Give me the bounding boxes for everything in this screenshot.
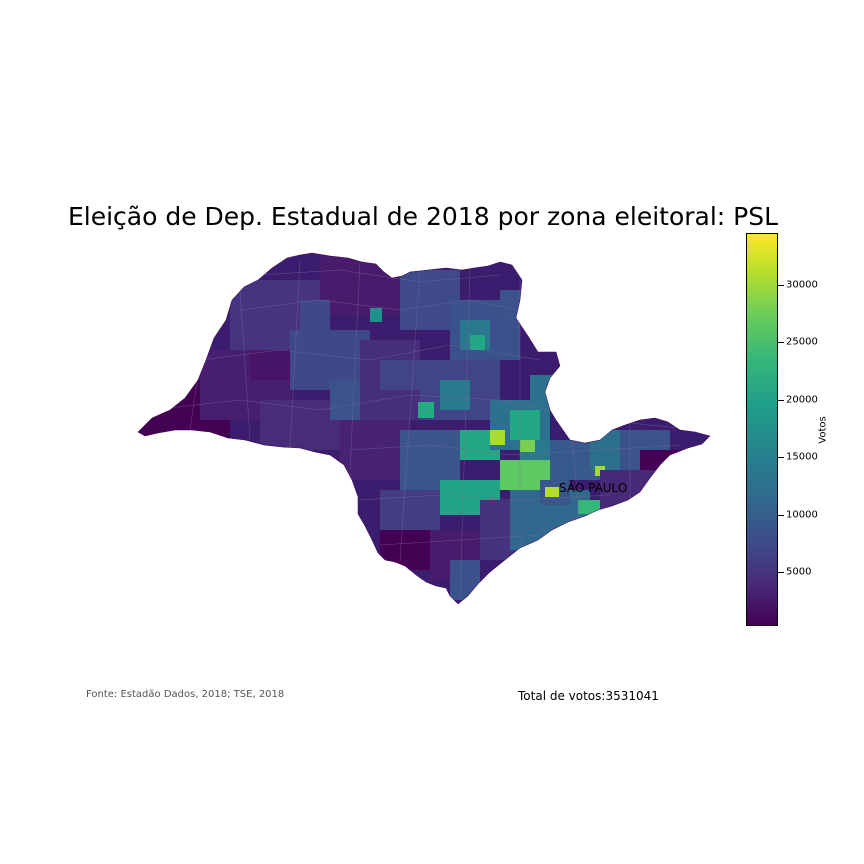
total-votes: Total de votos:3531041: [518, 689, 659, 703]
colorbar: [746, 233, 778, 626]
colorbar-tick-label: 20000: [786, 394, 818, 406]
colorbar-tick-label: 15000: [786, 451, 818, 463]
colorbar-tick: [778, 571, 784, 573]
colorbar-tick: [778, 457, 784, 459]
colorbar-tick-label: 25000: [786, 336, 818, 348]
source-note: Fonte: Estadão Dados, 2018; TSE, 2018: [86, 689, 285, 700]
colorbar-tick: [778, 399, 784, 401]
colorbar-label: Votos: [817, 416, 829, 444]
city-label: SÃO PAULO: [559, 480, 627, 495]
map-title: Eleição de Dep. Estadual de 2018 por zon…: [67, 202, 779, 231]
colorbar-tick-label: 30000: [786, 279, 818, 291]
colorbar-tick-label: 10000: [786, 509, 818, 521]
colorbar-tick-label: 5000: [786, 566, 812, 578]
colorbar-tick: [778, 514, 784, 516]
colorbar-tick: [778, 342, 784, 344]
colorbar-tick: [778, 284, 784, 286]
zone-patches: [138, 255, 680, 600]
